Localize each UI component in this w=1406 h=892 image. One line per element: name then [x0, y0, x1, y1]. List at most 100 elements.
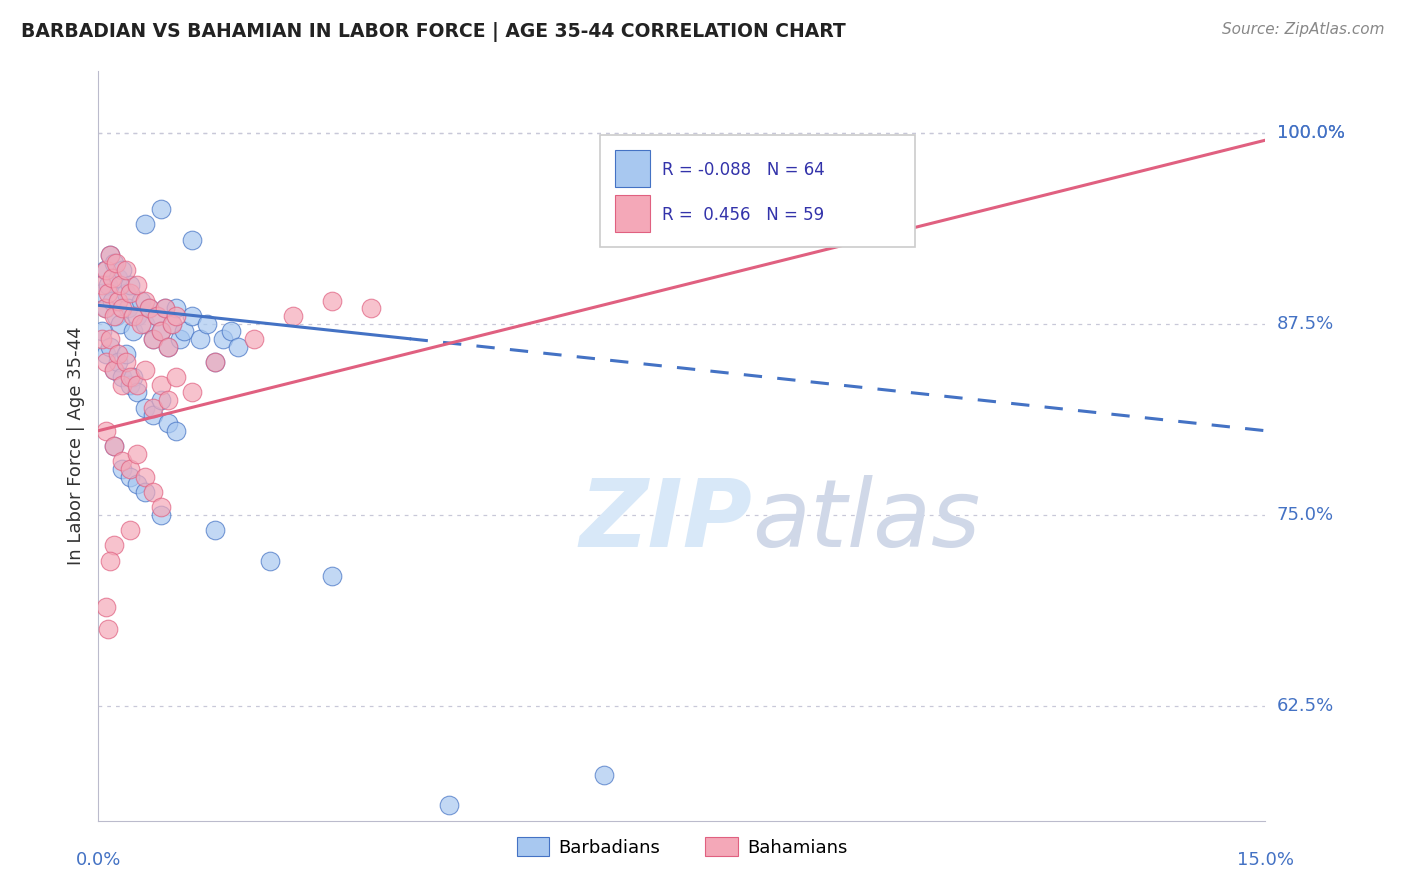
- Point: [149, 324, 172, 338]
- Point: [118, 377, 141, 392]
- Point: [162, 317, 184, 331]
- Point: [107, 355, 129, 369]
- Point: [195, 317, 218, 331]
- Point: [134, 484, 156, 499]
- Text: R =  0.456   N = 59: R = 0.456 N = 59: [662, 206, 824, 224]
- Point: [111, 263, 134, 277]
- Point: [134, 293, 156, 308]
- Text: 62.5%: 62.5%: [1277, 697, 1334, 715]
- Legend: Barbadians, Bahamians: Barbadians, Bahamians: [509, 830, 855, 864]
- Point: [103, 538, 125, 552]
- Point: [204, 523, 226, 537]
- Point: [212, 332, 235, 346]
- Point: [103, 439, 125, 453]
- Point: [138, 301, 160, 316]
- Point: [321, 569, 343, 583]
- Point: [118, 462, 141, 476]
- Point: [96, 347, 118, 361]
- FancyBboxPatch shape: [600, 135, 915, 247]
- Point: [111, 370, 134, 384]
- Point: [122, 370, 145, 384]
- Point: [111, 454, 134, 468]
- Point: [142, 484, 165, 499]
- Point: [243, 332, 266, 346]
- Point: [93, 263, 115, 277]
- Point: [129, 317, 152, 331]
- Point: [188, 332, 211, 346]
- Point: [93, 301, 115, 316]
- Point: [122, 324, 145, 338]
- Point: [91, 324, 114, 338]
- FancyBboxPatch shape: [616, 150, 651, 187]
- Text: Source: ZipAtlas.com: Source: ZipAtlas.com: [1222, 22, 1385, 37]
- Point: [162, 317, 184, 331]
- Point: [593, 768, 616, 782]
- Point: [173, 324, 195, 338]
- Point: [129, 293, 152, 308]
- Text: 75.0%: 75.0%: [1277, 506, 1334, 524]
- Point: [101, 270, 124, 285]
- Point: [153, 301, 176, 316]
- Point: [103, 362, 125, 376]
- Point: [114, 263, 136, 277]
- Point: [98, 248, 121, 262]
- Point: [96, 355, 118, 369]
- Point: [98, 332, 121, 346]
- Point: [97, 623, 120, 637]
- FancyBboxPatch shape: [616, 195, 651, 233]
- Point: [204, 355, 226, 369]
- Point: [169, 332, 191, 346]
- Text: R = -0.088   N = 64: R = -0.088 N = 64: [662, 161, 825, 179]
- Point: [149, 324, 172, 338]
- Point: [134, 317, 156, 331]
- Point: [360, 301, 382, 316]
- Point: [111, 462, 134, 476]
- Point: [111, 301, 134, 316]
- Point: [127, 377, 149, 392]
- Point: [180, 233, 202, 247]
- Point: [118, 286, 141, 301]
- Point: [157, 416, 180, 430]
- Point: [149, 202, 172, 216]
- Point: [117, 301, 139, 316]
- Point: [118, 469, 141, 483]
- Point: [91, 278, 114, 293]
- Point: [149, 393, 172, 408]
- Point: [96, 301, 118, 316]
- Point: [149, 500, 172, 515]
- Point: [127, 477, 149, 491]
- Point: [107, 270, 129, 285]
- Point: [127, 278, 149, 293]
- Point: [219, 324, 242, 338]
- Point: [103, 439, 125, 453]
- Point: [108, 278, 131, 293]
- Point: [134, 362, 156, 376]
- Point: [127, 385, 149, 400]
- Text: 87.5%: 87.5%: [1277, 315, 1334, 333]
- Text: ZIP: ZIP: [579, 475, 752, 567]
- Point: [97, 286, 120, 301]
- Point: [134, 469, 156, 483]
- Point: [149, 508, 172, 522]
- Point: [118, 370, 141, 384]
- Text: 100.0%: 100.0%: [1277, 123, 1344, 142]
- Point: [134, 217, 156, 231]
- Point: [146, 309, 169, 323]
- Point: [142, 401, 165, 415]
- Point: [111, 377, 134, 392]
- Point: [98, 554, 121, 568]
- Point: [103, 362, 125, 376]
- Point: [204, 355, 226, 369]
- Point: [127, 309, 149, 323]
- Y-axis label: In Labor Force | Age 35-44: In Labor Force | Age 35-44: [66, 326, 84, 566]
- Point: [114, 347, 136, 361]
- Point: [104, 255, 127, 269]
- Text: 100.0%: 100.0%: [1277, 123, 1344, 142]
- Point: [98, 340, 121, 354]
- Point: [142, 409, 165, 423]
- Point: [118, 278, 141, 293]
- Point: [142, 332, 165, 346]
- Point: [437, 798, 460, 813]
- Point: [104, 309, 127, 323]
- Point: [157, 340, 180, 354]
